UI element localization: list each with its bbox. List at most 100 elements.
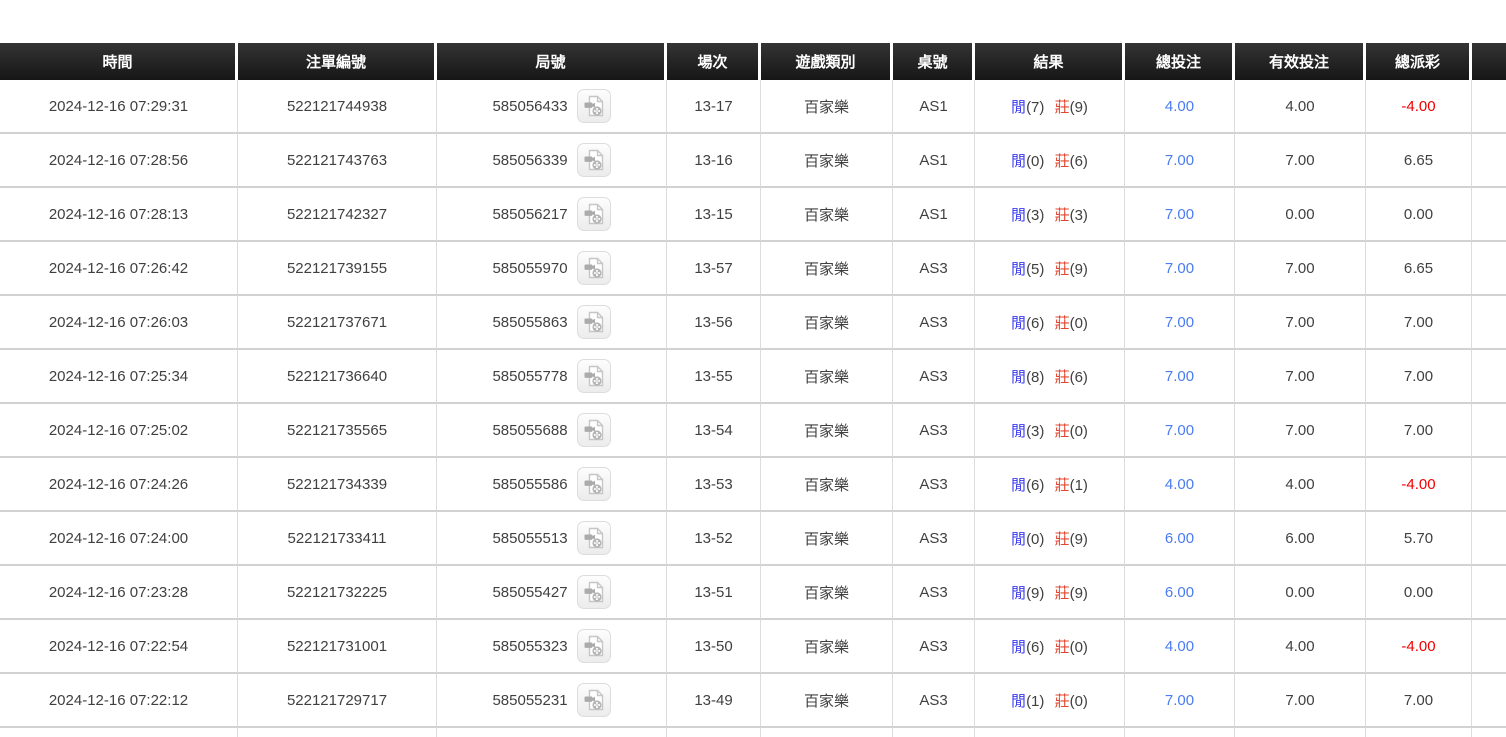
total-payout-amount: -4.00 — [1401, 637, 1436, 655]
total-bet-link[interactable]: 7.00 — [1164, 691, 1195, 709]
cell-time: 2024-12-16 07:22:54 — [0, 620, 238, 674]
total-bet-link[interactable]: 4.00 — [1164, 97, 1195, 115]
valid-bet-amount: 7.00 — [1285, 259, 1315, 277]
column-header-label: 桌號 — [917, 54, 948, 71]
cell-valid-bet: 7.00 — [1235, 242, 1366, 296]
session-number: 13-55 — [694, 367, 733, 385]
cell-total-bet: 4.00 — [1125, 458, 1235, 512]
cell-session: 13-52 — [667, 512, 761, 566]
cell-time: 2024-12-16 07:23:28 — [0, 566, 238, 620]
video-replay-button[interactable] — [576, 251, 611, 285]
bet-time: 2024-12-16 07:22:12 — [48, 691, 189, 709]
cell-round: 585056217 — [437, 188, 667, 242]
round-number: 585055778 — [492, 367, 568, 385]
result-banker-label: 莊 — [1054, 314, 1070, 332]
cell-total-bet: 7.00 — [1125, 350, 1235, 404]
table-row: 2024-12-16 07:25:34 522121736640 5850557… — [0, 350, 1506, 404]
bet-records-table: 時間 注單編號 局號 場次 遊戲類別 桌號 結果 總投注 有效投注 總派彩 20… — [0, 43, 1506, 737]
cell-time: 2024-12-16 07:26:03 — [0, 296, 238, 350]
game-type: 百家樂 — [803, 530, 849, 548]
cell-game-type: 百家樂 — [761, 458, 893, 512]
total-bet-link[interactable]: 7.00 — [1164, 151, 1195, 169]
cell-table-no: AS3 — [893, 404, 975, 458]
video-replay-button[interactable] — [576, 197, 611, 231]
cell-payout: -4.00 — [1366, 620, 1472, 674]
video-replay-button[interactable] — [576, 359, 611, 393]
cell-session: 13-53 — [667, 458, 761, 512]
cell-valid-bet — [1235, 728, 1366, 737]
result-banker-label: 莊 — [1054, 368, 1070, 386]
video-replay-button[interactable] — [576, 89, 611, 123]
game-type: 百家樂 — [803, 368, 849, 386]
valid-bet-amount: 0.00 — [1285, 205, 1315, 223]
bet-time: 2024-12-16 07:24:00 — [48, 529, 189, 547]
video-replay-button[interactable] — [576, 143, 611, 177]
cell-bet-id: 522121735565 — [238, 404, 437, 458]
cell-round: 585055586 — [437, 458, 667, 512]
cell-table-no: AS1 — [893, 134, 975, 188]
cell-extra — [1472, 674, 1506, 728]
result-player-label: 閒 — [1011, 368, 1027, 386]
video-replay-button[interactable] — [576, 467, 611, 501]
cell-table-no: AS3 — [893, 674, 975, 728]
table-number: AS3 — [919, 421, 948, 439]
video-replay-button[interactable] — [576, 305, 611, 339]
cell-bet-id: 522121731001 — [238, 620, 437, 674]
cell-session: 13-50 — [667, 620, 761, 674]
cell-result: 閒(0) 莊(6) — [975, 134, 1125, 188]
bet-order-number: 522121743763 — [286, 151, 388, 169]
cell-game-type: 百家樂 — [761, 620, 893, 674]
result-banker-score: (6) — [1069, 368, 1088, 386]
result-player-label: 閒 — [1011, 476, 1027, 494]
video-file-icon — [584, 581, 603, 603]
cell-valid-bet: 7.00 — [1235, 134, 1366, 188]
cell-time: 2024-12-16 07:25:34 — [0, 350, 238, 404]
cell-bet-id: 522121742327 — [238, 188, 437, 242]
cell-round: 585056433 — [437, 80, 667, 134]
total-bet-link[interactable]: 7.00 — [1164, 259, 1195, 277]
video-replay-button[interactable] — [576, 683, 611, 717]
total-bet-link[interactable]: 6.00 — [1164, 529, 1195, 547]
cell-result — [975, 728, 1125, 737]
total-bet-link[interactable]: 7.00 — [1164, 421, 1195, 439]
video-replay-button[interactable] — [576, 413, 611, 447]
cell-total-bet: 6.00 — [1125, 566, 1235, 620]
column-header-bet-id: 注單編號 — [238, 43, 437, 80]
result-banker-label: 莊 — [1054, 530, 1070, 548]
cell-result: 閒(0) 莊(9) — [975, 512, 1125, 566]
total-bet-link[interactable]: 6.00 — [1164, 583, 1195, 601]
cell-result: 閒(6) 莊(1) — [975, 458, 1125, 512]
total-bet-link[interactable]: 4.00 — [1164, 475, 1195, 493]
result-banker-score: (0) — [1069, 692, 1088, 710]
video-replay-button[interactable] — [576, 521, 611, 555]
result-banker-score: (0) — [1069, 422, 1088, 440]
round-number: 585056339 — [492, 151, 568, 169]
cell-extra — [1472, 512, 1506, 566]
total-bet-link[interactable]: 7.00 — [1164, 205, 1195, 223]
cell-payout: 7.00 — [1366, 674, 1472, 728]
video-replay-button[interactable] — [576, 629, 611, 663]
video-replay-button[interactable] — [576, 575, 611, 609]
column-header-payout: 總派彩 — [1366, 43, 1472, 80]
column-header-label: 局號 — [535, 54, 566, 71]
total-bet-link[interactable]: 7.00 — [1164, 367, 1195, 385]
result-banker-score: (9) — [1069, 98, 1088, 116]
bet-order-number: 522121733411 — [287, 529, 387, 547]
column-header-label: 注單編號 — [305, 54, 366, 71]
cell-total-bet: 6.00 — [1125, 512, 1235, 566]
cell-payout: 5.70 — [1366, 512, 1472, 566]
bet-order-number: 522121731001 — [286, 637, 388, 655]
session-number: 13-52 — [694, 529, 733, 547]
total-bet-link[interactable]: 4.00 — [1164, 637, 1195, 655]
total-bet-link[interactable]: 7.00 — [1164, 313, 1195, 331]
column-header-extra — [1472, 43, 1506, 80]
cell-round — [437, 728, 667, 737]
cell-game-type: 百家樂 — [761, 350, 893, 404]
cell-table-no: AS3 — [893, 566, 975, 620]
session-number: 13-15 — [694, 205, 733, 223]
video-file-icon — [584, 149, 603, 171]
session-number: 13-57 — [694, 259, 733, 277]
header-row: 時間 注單編號 局號 場次 遊戲類別 桌號 結果 總投注 有效投注 總派彩 — [0, 43, 1506, 80]
result-player-score: (3) — [1026, 422, 1045, 440]
cell-time: 2024-12-16 07:24:26 — [0, 458, 238, 512]
